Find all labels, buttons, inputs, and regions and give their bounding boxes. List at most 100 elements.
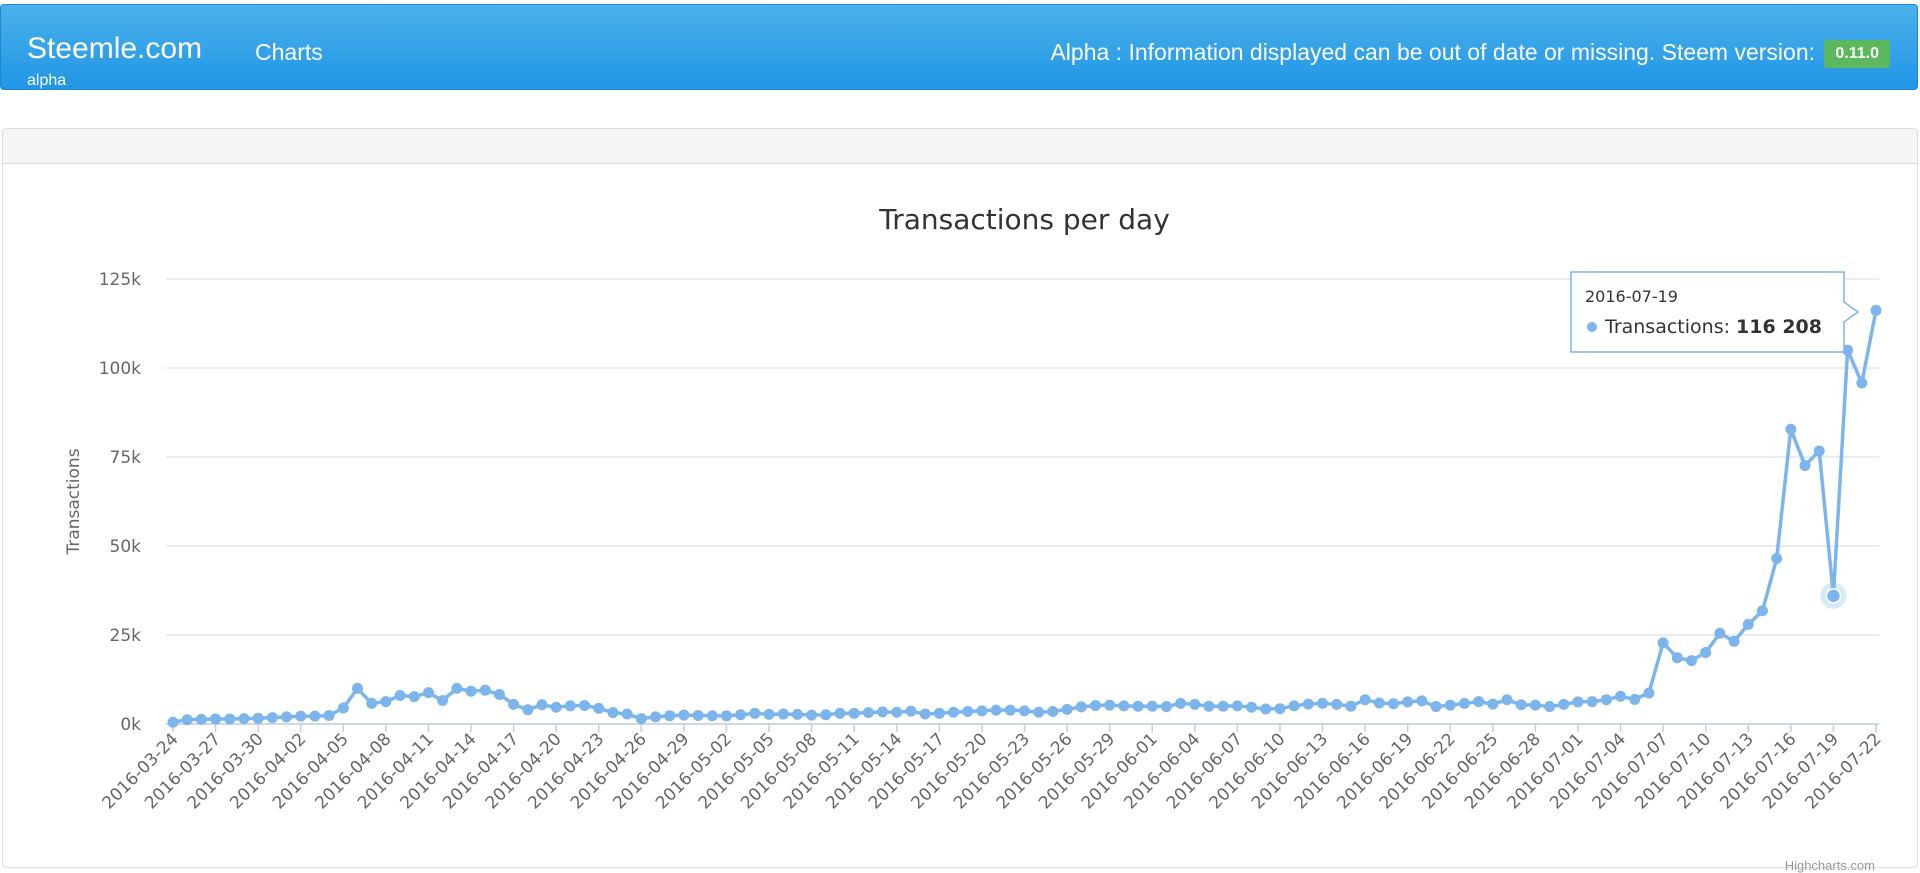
data-point[interactable] <box>1402 696 1414 708</box>
data-point[interactable] <box>1515 699 1527 711</box>
data-point[interactable] <box>862 707 874 719</box>
data-point[interactable] <box>337 702 349 714</box>
data-point[interactable] <box>1118 700 1130 712</box>
data-point[interactable] <box>1657 637 1669 649</box>
data-point[interactable] <box>550 701 562 713</box>
data-point[interactable] <box>1260 703 1272 715</box>
data-point[interactable] <box>1331 698 1343 710</box>
data-point[interactable] <box>422 687 434 699</box>
data-point[interactable] <box>1104 699 1116 711</box>
data-point[interactable] <box>1359 694 1371 706</box>
data-point[interactable] <box>877 706 889 718</box>
data-point[interactable] <box>1274 703 1286 715</box>
data-point[interactable] <box>394 690 406 702</box>
data-point[interactable] <box>621 708 633 720</box>
data-point[interactable] <box>522 704 534 716</box>
data-point[interactable] <box>1473 696 1485 708</box>
data-point[interactable] <box>1061 703 1073 715</box>
data-point[interactable] <box>933 707 945 719</box>
data-point[interactable] <box>437 695 449 707</box>
data-point[interactable] <box>1586 696 1598 708</box>
data-point[interactable] <box>1813 445 1825 457</box>
data-point[interactable] <box>820 709 832 721</box>
data-point[interactable] <box>1799 460 1811 472</box>
data-point[interactable] <box>791 708 803 720</box>
data-point[interactable] <box>351 682 363 694</box>
data-point[interactable] <box>1671 652 1683 664</box>
data-point[interactable] <box>1615 690 1627 702</box>
data-point[interactable] <box>593 702 605 714</box>
data-point[interactable] <box>735 709 747 721</box>
data-point[interactable] <box>1217 700 1229 712</box>
data-point[interactable] <box>706 710 718 722</box>
data-point[interactable] <box>1189 698 1201 710</box>
nav-link-charts[interactable]: Charts <box>255 39 323 65</box>
data-point[interactable] <box>408 691 420 703</box>
data-point[interactable] <box>1643 687 1655 699</box>
data-point[interactable] <box>1629 693 1641 705</box>
data-point[interactable] <box>848 707 860 719</box>
data-point[interactable] <box>238 713 250 725</box>
data-point[interactable] <box>976 705 988 717</box>
data-point[interactable] <box>1175 697 1187 709</box>
data-point[interactable] <box>1047 706 1059 718</box>
data-point[interactable] <box>295 710 307 722</box>
data-point[interactable] <box>579 699 591 711</box>
data-point[interactable] <box>1501 694 1513 706</box>
data-point[interactable] <box>749 707 761 719</box>
chart-credit[interactable]: Highcharts.com <box>1784 858 1875 873</box>
data-point[interactable] <box>1487 698 1499 710</box>
data-point[interactable] <box>905 705 917 717</box>
data-point[interactable] <box>1714 627 1726 639</box>
data-point[interactable] <box>1558 698 1570 710</box>
data-point[interactable] <box>1231 700 1243 712</box>
data-point[interactable] <box>210 713 222 725</box>
data-point[interactable] <box>1019 705 1030 717</box>
data-point[interactable] <box>465 685 477 697</box>
data-point[interactable] <box>1345 700 1357 712</box>
data-point[interactable] <box>948 706 960 718</box>
data-point[interactable] <box>1856 377 1868 389</box>
data-point[interactable] <box>508 698 520 710</box>
data-point[interactable] <box>536 699 548 711</box>
data-point[interactable] <box>451 682 463 694</box>
data-point[interactable] <box>1700 646 1712 658</box>
data-point[interactable] <box>1317 697 1329 709</box>
data-point[interactable] <box>1160 701 1172 713</box>
data-point[interactable] <box>1458 697 1470 709</box>
data-point[interactable] <box>380 696 392 708</box>
data-point[interactable] <box>891 706 903 718</box>
data-point[interactable] <box>1246 701 1258 713</box>
data-point[interactable] <box>1572 696 1584 708</box>
data-point[interactable] <box>919 708 931 720</box>
data-point[interactable] <box>650 711 662 723</box>
data-point[interactable] <box>1785 423 1797 435</box>
data-point[interactable] <box>1146 700 1158 712</box>
data-point[interactable] <box>1756 605 1768 617</box>
data-point[interactable] <box>281 711 293 723</box>
data-point[interactable] <box>1430 701 1442 713</box>
data-point[interactable] <box>1302 698 1314 710</box>
data-point[interactable] <box>1004 704 1016 716</box>
data-point[interactable] <box>323 709 335 721</box>
data-point[interactable] <box>181 714 193 726</box>
data-point[interactable] <box>1373 697 1385 709</box>
data-point[interactable] <box>1686 655 1698 667</box>
brand-link[interactable]: Steemle.com <box>27 32 203 65</box>
data-point[interactable] <box>1132 700 1144 712</box>
data-point[interactable] <box>1842 344 1854 356</box>
data-point[interactable] <box>195 713 207 725</box>
data-point[interactable] <box>1203 700 1215 712</box>
data-point[interactable] <box>678 709 690 721</box>
data-point[interactable] <box>1771 552 1783 564</box>
data-point[interactable] <box>1870 304 1882 316</box>
data-point[interactable] <box>366 697 378 709</box>
data-point[interactable] <box>266 712 278 724</box>
data-point[interactable] <box>564 700 576 712</box>
data-point[interactable] <box>1387 698 1399 710</box>
data-point[interactable] <box>479 684 491 696</box>
data-point[interactable] <box>309 710 321 722</box>
data-point[interactable] <box>1444 699 1456 711</box>
data-point[interactable] <box>692 709 704 721</box>
data-point[interactable] <box>1416 695 1428 707</box>
